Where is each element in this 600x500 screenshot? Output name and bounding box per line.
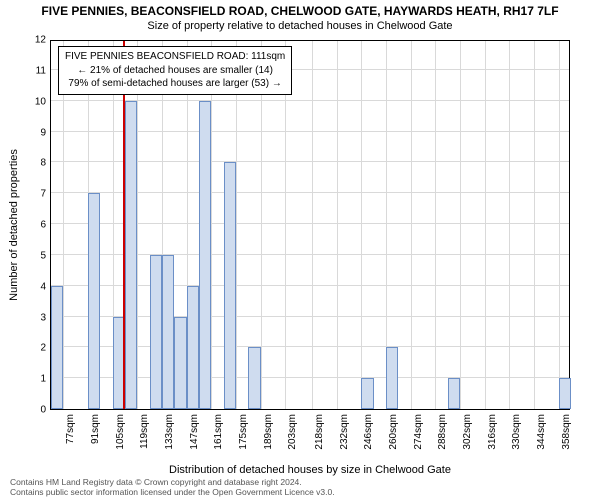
histogram-bar [51, 286, 63, 409]
x-tick-label: 260sqm [388, 414, 399, 450]
gridline-v [285, 41, 286, 409]
x-tick-label: 161sqm [213, 414, 224, 450]
info-box: FIVE PENNIES BEACONSFIELD ROAD: 111sqm ←… [58, 46, 292, 95]
x-tick-label: 91sqm [90, 414, 101, 444]
gridline-v [261, 41, 262, 409]
y-tick-label: 0 [16, 405, 46, 416]
gridline-v [137, 41, 138, 409]
histogram-bar [150, 255, 162, 409]
histogram-bar [162, 255, 174, 409]
x-tick-label: 302sqm [462, 414, 473, 450]
gridline-v [411, 41, 412, 409]
x-tick-label: 105sqm [115, 414, 126, 450]
gridline-v [559, 41, 560, 409]
y-tick-label: 7 [16, 189, 46, 200]
histogram-bar [125, 101, 137, 409]
gridline-v [460, 41, 461, 409]
histogram-bar [386, 347, 398, 409]
x-tick-label: 203sqm [287, 414, 298, 450]
chart-title-main: FIVE PENNIES, BEACONSFIELD ROAD, CHELWOO… [0, 4, 600, 18]
gridline-v [509, 41, 510, 409]
histogram-bar [559, 378, 571, 409]
y-tick-label: 8 [16, 158, 46, 169]
histogram-bar [448, 378, 460, 409]
x-tick-label: 119sqm [139, 414, 150, 449]
x-tick-label: 246sqm [363, 414, 374, 450]
gridline-v [211, 41, 212, 409]
histogram-bar [187, 286, 199, 409]
x-tick-label: 344sqm [536, 414, 547, 450]
x-tick-label: 147sqm [189, 414, 200, 450]
y-tick-label: 2 [16, 343, 46, 354]
gridline-v [361, 41, 362, 409]
x-tick-label: 288sqm [437, 414, 448, 450]
chart-title-sub: Size of property relative to detached ho… [0, 20, 600, 32]
gridline-v [485, 41, 486, 409]
histogram-bar [174, 317, 186, 410]
x-tick-label: 133sqm [164, 414, 175, 450]
gridline-v [63, 41, 64, 409]
info-box-line1: FIVE PENNIES BEACONSFIELD ROAD: 111sqm [65, 50, 285, 64]
gridline-v [435, 41, 436, 409]
plot-area [50, 40, 570, 410]
gridline-v [312, 41, 313, 409]
info-box-line2: ← 21% of detached houses are smaller (14… [65, 64, 285, 78]
x-tick-label: 330sqm [511, 414, 522, 450]
gridline-v [534, 41, 535, 409]
y-tick-label: 9 [16, 127, 46, 138]
y-tick-label: 1 [16, 374, 46, 385]
gridline-v [337, 41, 338, 409]
x-axis-label: Distribution of detached houses by size … [50, 464, 570, 476]
attribution: Contains HM Land Registry data © Crown c… [10, 478, 590, 498]
histogram-bar [224, 162, 236, 409]
x-tick-label: 274sqm [413, 414, 424, 450]
attribution-line2: Contains public sector information licen… [10, 488, 590, 498]
x-tick-label: 358sqm [561, 414, 572, 450]
chart-container: FIVE PENNIES, BEACONSFIELD ROAD, CHELWOO… [0, 0, 600, 500]
histogram-bar [199, 101, 211, 409]
x-tick-label: 189sqm [263, 414, 274, 450]
histogram-bar [361, 378, 373, 409]
histogram-bar [88, 193, 100, 409]
y-tick-label: 10 [16, 96, 46, 107]
info-box-line3: 79% of semi-detached houses are larger (… [65, 77, 285, 91]
histogram-bar [248, 347, 260, 409]
y-tick-label: 4 [16, 281, 46, 292]
y-tick-label: 11 [16, 65, 46, 76]
y-tick-label: 6 [16, 220, 46, 231]
x-tick-label: 232sqm [339, 414, 350, 450]
x-tick-label: 218sqm [314, 414, 325, 450]
x-tick-label: 316sqm [487, 414, 498, 450]
y-tick-label: 12 [16, 35, 46, 46]
gridline-v [236, 41, 237, 409]
y-tick-label: 5 [16, 250, 46, 261]
x-tick-label: 77sqm [65, 414, 76, 444]
property-marker-line [123, 41, 125, 409]
y-tick-label: 3 [16, 312, 46, 323]
x-tick-label: 175sqm [238, 414, 249, 450]
